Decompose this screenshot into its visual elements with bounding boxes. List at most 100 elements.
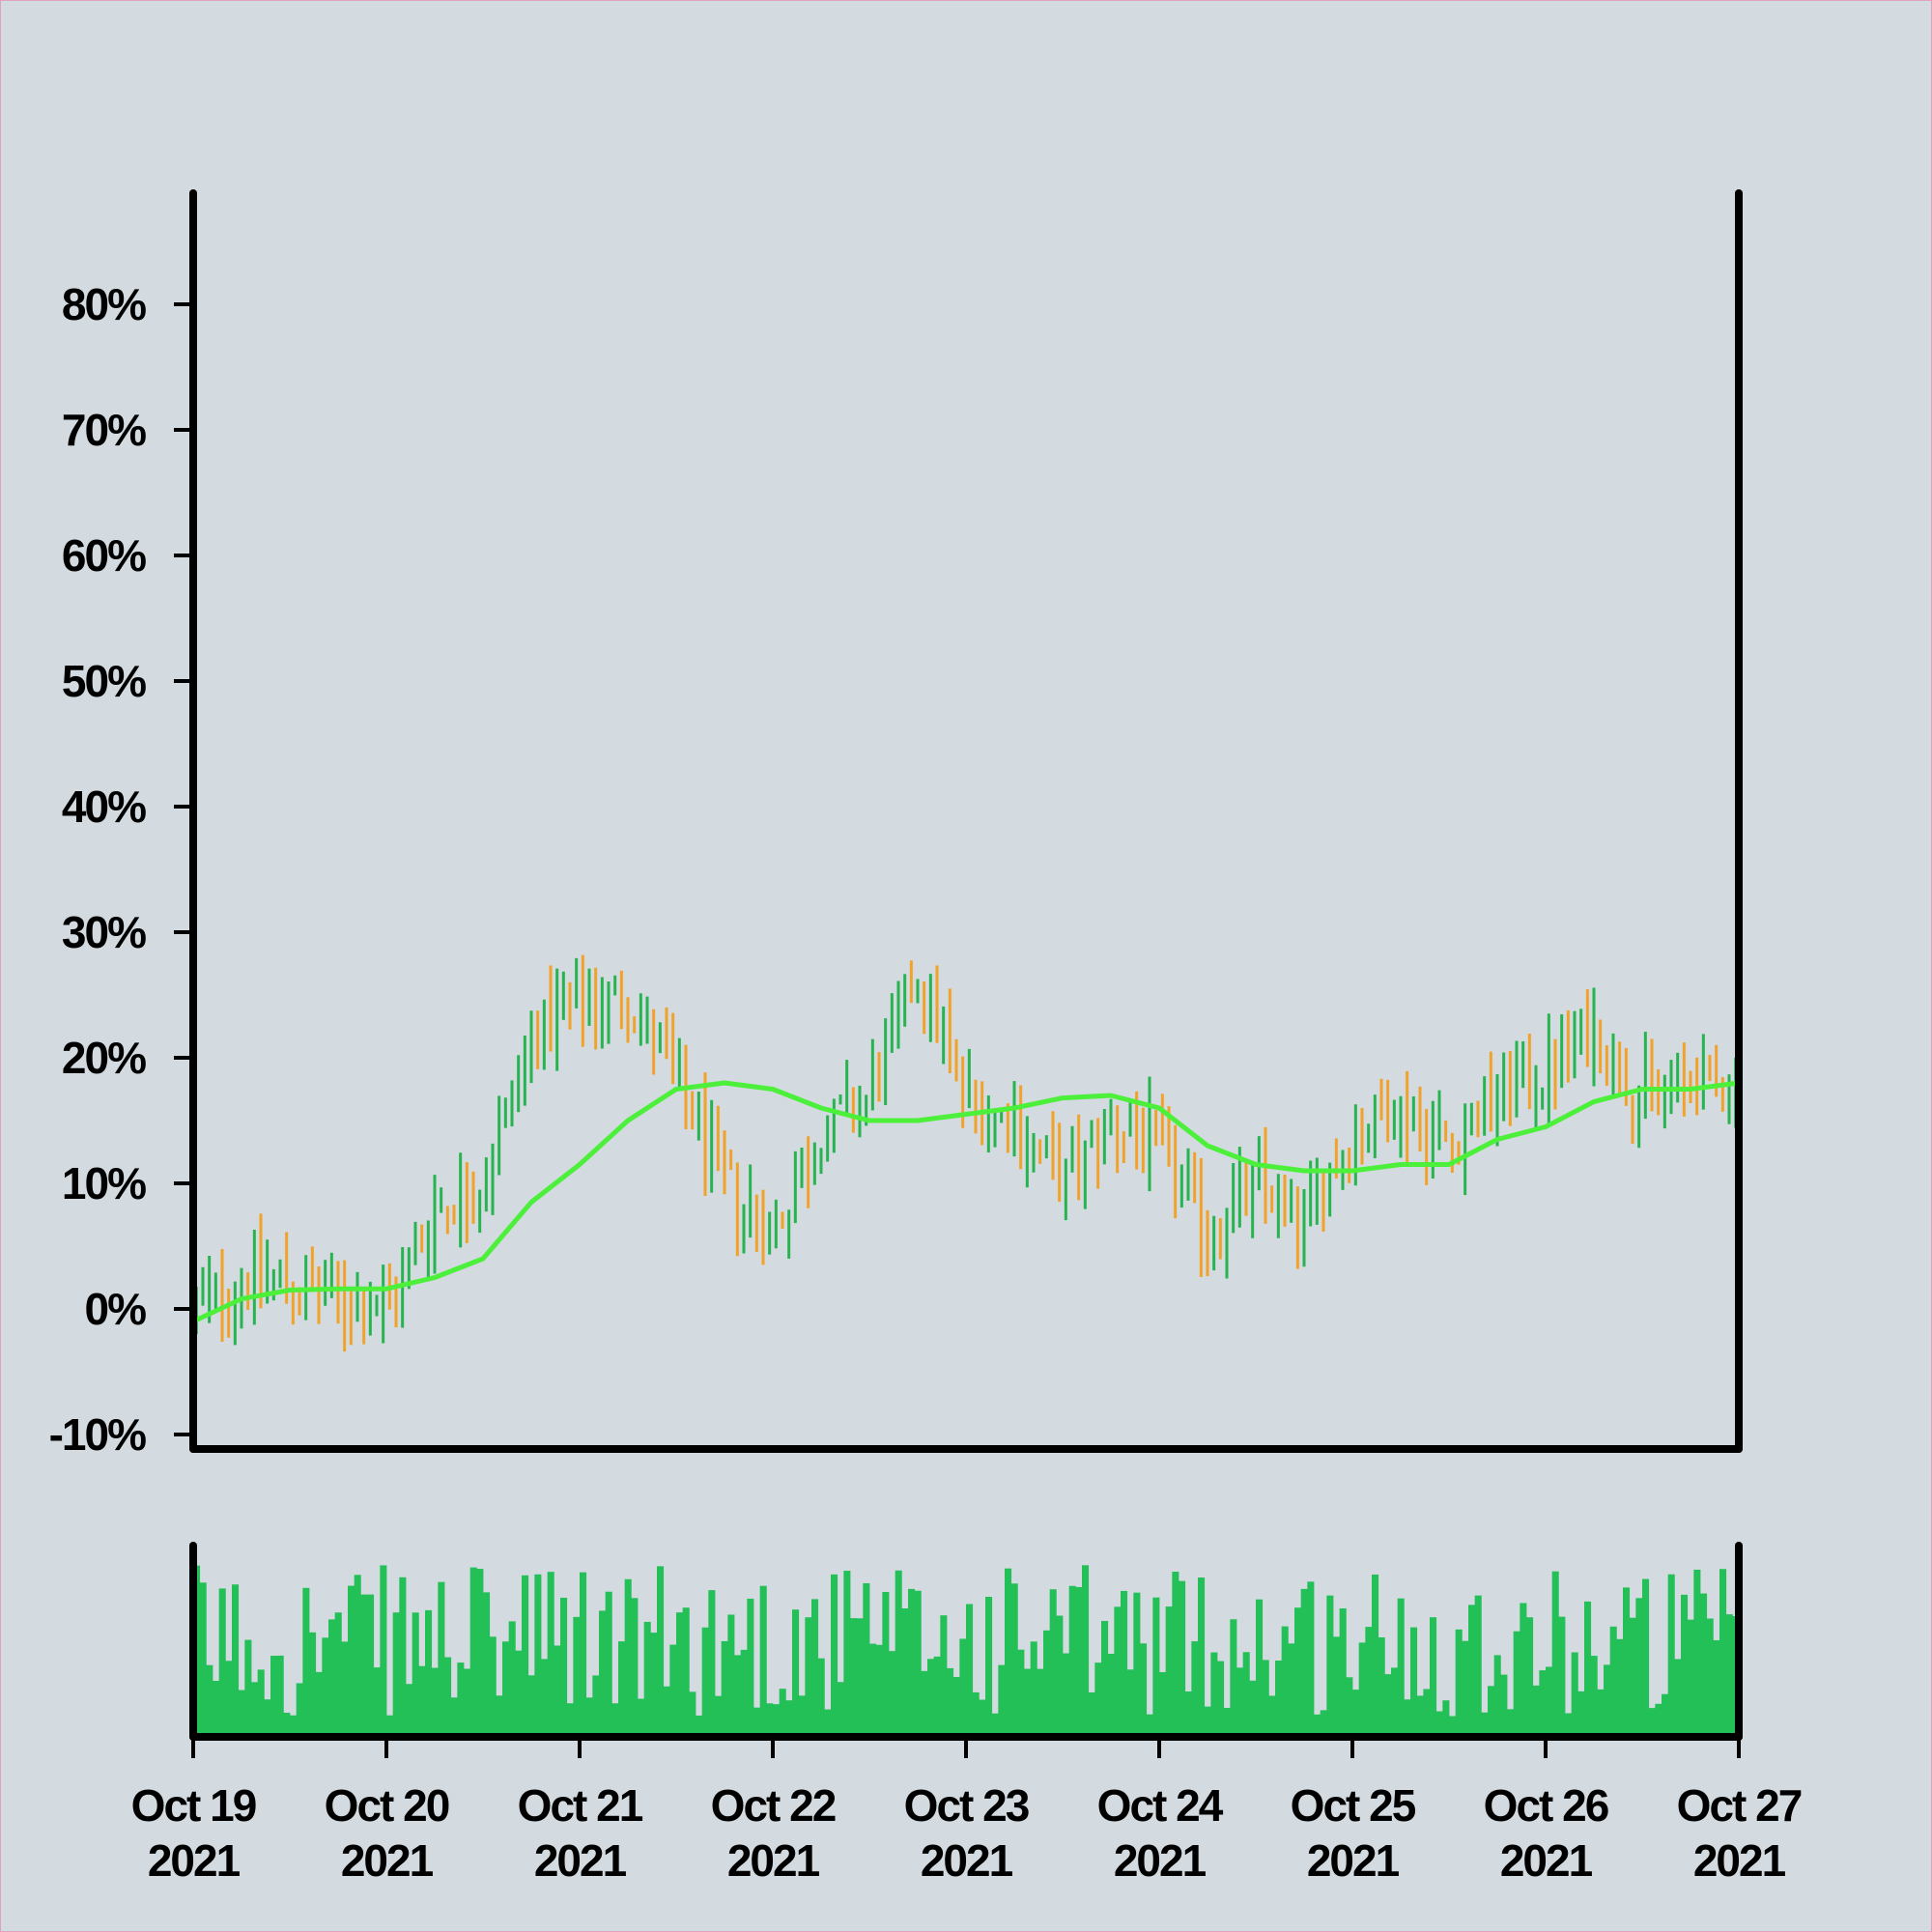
volume-bar [489,1636,497,1733]
volume-bar [354,1575,361,1733]
volume-bar [380,1565,387,1733]
volume-bar [1558,1616,1566,1733]
volume-bar [959,1638,967,1733]
volume-bar [759,1585,767,1733]
volume-bar [218,1588,226,1733]
volume-bar [1075,1586,1083,1733]
volume-bar [554,1645,561,1733]
volume-bar [1700,1593,1708,1733]
volume-bar [1404,1699,1411,1733]
volume-bar [1713,1639,1720,1733]
volume-bar [276,1655,284,1733]
volume-bar [734,1655,742,1733]
volume-bar [483,1592,491,1733]
volume-bar [1481,1712,1489,1733]
volume-bar [1010,1583,1018,1733]
volume-bar [1262,1660,1269,1733]
volume-bar [1191,1641,1199,1733]
volume-bar [1294,1607,1302,1733]
volume-bar [257,1669,265,1733]
volume-bar [1648,1708,1656,1733]
volume-bar [1532,1685,1540,1733]
volume-bar [991,1713,999,1733]
volume-bar [360,1594,368,1733]
volume-bar [1378,1636,1385,1733]
volume-bar [1577,1690,1585,1733]
volume-bar [1565,1713,1573,1733]
volume-bar [225,1661,233,1733]
volume-bar [1326,1595,1334,1733]
volume-bar [309,1632,317,1733]
volume-bar [1616,1638,1624,1733]
volume-bar [1416,1695,1424,1733]
volume-bar [1242,1652,1250,1733]
volume-bar [1333,1636,1341,1733]
volume-bar [1571,1652,1578,1733]
volume-bar [496,1695,503,1733]
volume-bar [457,1662,465,1733]
volume-bar [1725,1614,1733,1733]
volume-bar [1198,1577,1206,1733]
volume-bar [373,1667,381,1733]
y-tick-label: 30% [62,907,146,957]
volume-bar [1604,1664,1611,1733]
volume-bar [206,1664,213,1733]
volume-bar [1667,1574,1675,1733]
volume-bar [1449,1716,1457,1733]
volume-bar [1352,1690,1360,1733]
volume-bar [618,1641,626,1733]
volume-bar [889,1651,896,1733]
volume-bar [605,1591,612,1733]
volume-bar [438,1581,445,1733]
volume-bar [624,1578,632,1733]
volume-bar [1179,1580,1186,1733]
volume-bar [875,1644,883,1733]
volume-bar [947,1667,954,1733]
volume-bar [1493,1655,1501,1733]
volume-bar [1687,1619,1694,1733]
volume-bar [676,1612,684,1733]
volume-bar [1526,1617,1534,1733]
volume-bar [1513,1631,1520,1733]
volume-bar [1094,1662,1102,1733]
volume-bar [244,1639,252,1733]
volume-bar [585,1697,593,1733]
volume-bar [1455,1629,1463,1733]
volume-bar [328,1619,336,1733]
volume-bar [547,1572,554,1733]
volume-bar [1307,1581,1315,1733]
volume-bar [657,1566,665,1733]
volume-bar [663,1686,670,1733]
volume-bar [592,1675,600,1733]
volume-bar [1500,1674,1508,1733]
moving-average-line [191,1080,1740,1324]
x-tick-label: Oct 25 [1291,1780,1416,1831]
volume-bar [1223,1708,1231,1733]
volume-bar [1210,1652,1218,1733]
volume-bar [392,1612,400,1733]
volume-bar [856,1618,864,1733]
x-tick-label-year: 2021 [148,1835,241,1886]
volume-bar [1063,1653,1070,1733]
volume-bar [792,1609,800,1733]
y-tick-label: 80% [62,279,146,329]
volume-bar [638,1698,645,1733]
y-tick-label: 0% [85,1284,147,1334]
volume-bar [785,1700,793,1733]
volume-bar [882,1592,890,1733]
volume-bar [689,1691,696,1733]
volume-bar [566,1703,574,1733]
volume-bar [1391,1667,1399,1733]
volume-bar [1114,1606,1122,1733]
volume-bar [895,1570,902,1733]
x-tick-label-year: 2021 [1307,1835,1400,1886]
volume-bar [611,1703,619,1733]
volume-bar [1152,1597,1160,1733]
volume-bar [264,1699,271,1733]
volume-bar [1674,1659,1682,1733]
volume-bar [1468,1605,1476,1733]
volume-bar [753,1707,761,1733]
volume-bar [1288,1643,1295,1733]
volume-bar [908,1588,916,1733]
volume-bar [1256,1599,1264,1733]
